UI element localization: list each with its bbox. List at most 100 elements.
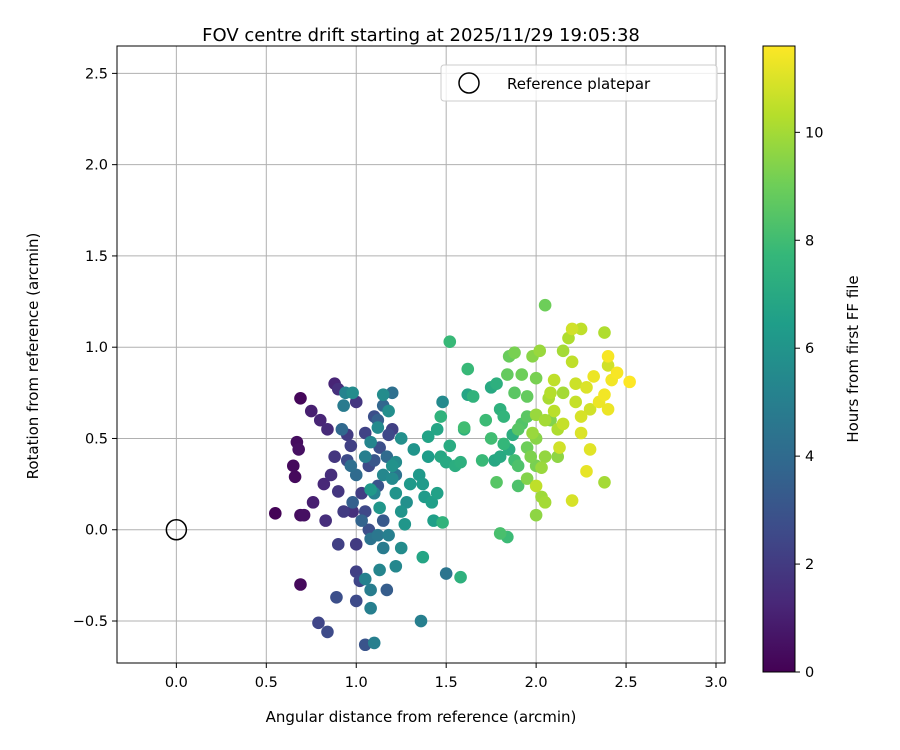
legend-marker [458, 72, 480, 94]
data-point [382, 528, 395, 542]
data-point [294, 392, 307, 405]
data-point [587, 370, 600, 383]
data-point [394, 432, 408, 445]
data-point [294, 578, 307, 591]
x-tick-label: 2.0 [525, 675, 548, 691]
x-axis-label: Angular distance from reference (arcmin) [266, 708, 577, 726]
data-point [288, 470, 302, 484]
data-point [538, 298, 552, 312]
data-point [358, 426, 372, 440]
colorbar-tick-label: 4 [805, 449, 814, 465]
data-point [403, 477, 417, 491]
data-point [304, 404, 318, 418]
data-point [538, 450, 552, 464]
data-point [416, 477, 430, 491]
data-point [389, 559, 403, 573]
data-point [601, 359, 615, 372]
data-point [292, 443, 305, 456]
data-point [367, 636, 381, 650]
data-point [454, 570, 467, 584]
y-axis: −0.5 0.0 0.5 1.0 1.5 2.0 2.5 [73, 66, 117, 630]
data-point [358, 572, 372, 586]
data-point [529, 371, 543, 385]
data-point [331, 485, 345, 498]
data-point [466, 390, 480, 403]
data-point [380, 583, 394, 597]
data-point [515, 368, 529, 381]
data-point [306, 496, 320, 509]
data-point [337, 399, 350, 412]
data-point [421, 450, 435, 464]
data-point [313, 413, 327, 427]
y-tick-label: 1.5 [85, 249, 108, 265]
data-point [526, 426, 539, 440]
data-point [490, 475, 503, 489]
data-point [328, 450, 341, 464]
data-point [569, 377, 582, 391]
data-point [389, 486, 403, 500]
data-point [407, 443, 421, 456]
data-point [436, 516, 449, 529]
data-point [623, 375, 636, 389]
data-point [346, 386, 359, 400]
data-point [319, 514, 332, 527]
x-tick-label: 2.5 [615, 675, 638, 691]
y-tick-label: 0.5 [85, 431, 108, 447]
colorbar-gradient [762, 45, 796, 673]
data-points [268, 298, 636, 652]
data-point [364, 601, 377, 615]
data-point [479, 413, 493, 427]
data-point [520, 472, 534, 485]
data-point [490, 377, 503, 391]
x-tick-label: 0.0 [165, 675, 188, 691]
data-point [436, 395, 449, 409]
data-point [583, 402, 597, 416]
data-point [349, 468, 363, 482]
data-point [457, 421, 471, 434]
colorbar-tick-label: 2 [805, 557, 814, 573]
data-point [454, 455, 467, 469]
data-point [538, 496, 552, 509]
data-point [583, 443, 597, 456]
data-point [556, 417, 570, 431]
data-point [321, 625, 334, 639]
data-point [501, 368, 514, 381]
data-point [580, 381, 593, 394]
data-point [286, 459, 300, 473]
data-point [337, 505, 350, 518]
data-point [569, 395, 582, 409]
data-point [421, 430, 435, 443]
data-point [349, 594, 363, 608]
data-point [475, 454, 489, 467]
data-point [565, 355, 579, 369]
data-point [493, 527, 507, 540]
data-point [520, 390, 534, 403]
data-point [547, 404, 561, 418]
data-point [610, 366, 624, 380]
data-point [508, 346, 521, 359]
data-point [346, 496, 359, 509]
data-point [321, 423, 334, 436]
reference-point-marker [165, 518, 188, 541]
x-axis: 0.0 0.5 1.0 1.5 2.0 2.5 3.0 [165, 663, 728, 691]
data-point [394, 505, 408, 518]
data-point [312, 616, 325, 630]
data-point [511, 479, 525, 493]
data-point [373, 563, 386, 577]
data-point [529, 479, 543, 493]
data-point [414, 614, 428, 628]
data-point [385, 459, 399, 473]
data-point [331, 538, 345, 551]
data-point [439, 567, 453, 580]
data-point [533, 344, 547, 358]
y-tick-label: 2.0 [85, 158, 108, 174]
data-point [317, 477, 331, 491]
data-point [529, 508, 543, 522]
y-tick-label: 1.0 [85, 340, 108, 356]
data-point [565, 494, 579, 507]
data-point [598, 475, 611, 489]
data-point [556, 344, 570, 358]
data-point [547, 373, 561, 387]
y-axis-label: Rotation from reference (arcmin) [24, 233, 42, 480]
